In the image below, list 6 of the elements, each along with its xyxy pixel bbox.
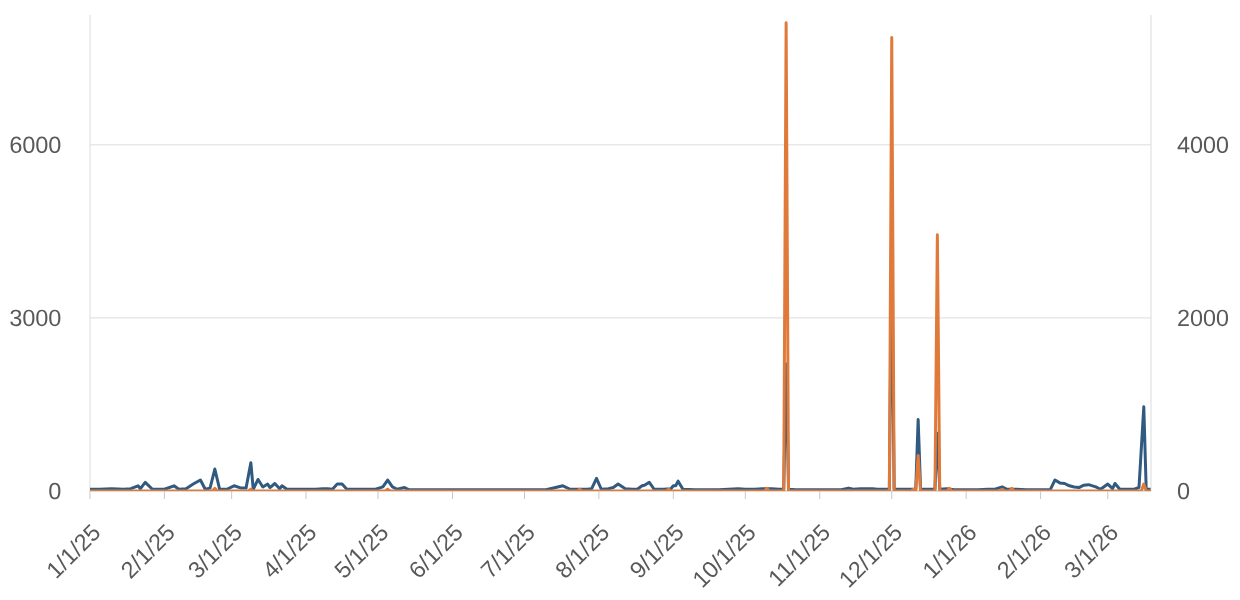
y-tick-label: 0	[49, 482, 61, 500]
y2-tick-label: 0	[1177, 482, 1190, 500]
y-tick-label: 6000	[10, 136, 61, 154]
y2-tick-label: 2000	[1178, 309, 1229, 327]
y-tick-label: 3000	[10, 309, 61, 327]
y2-tick-label: 4000	[1177, 136, 1229, 154]
